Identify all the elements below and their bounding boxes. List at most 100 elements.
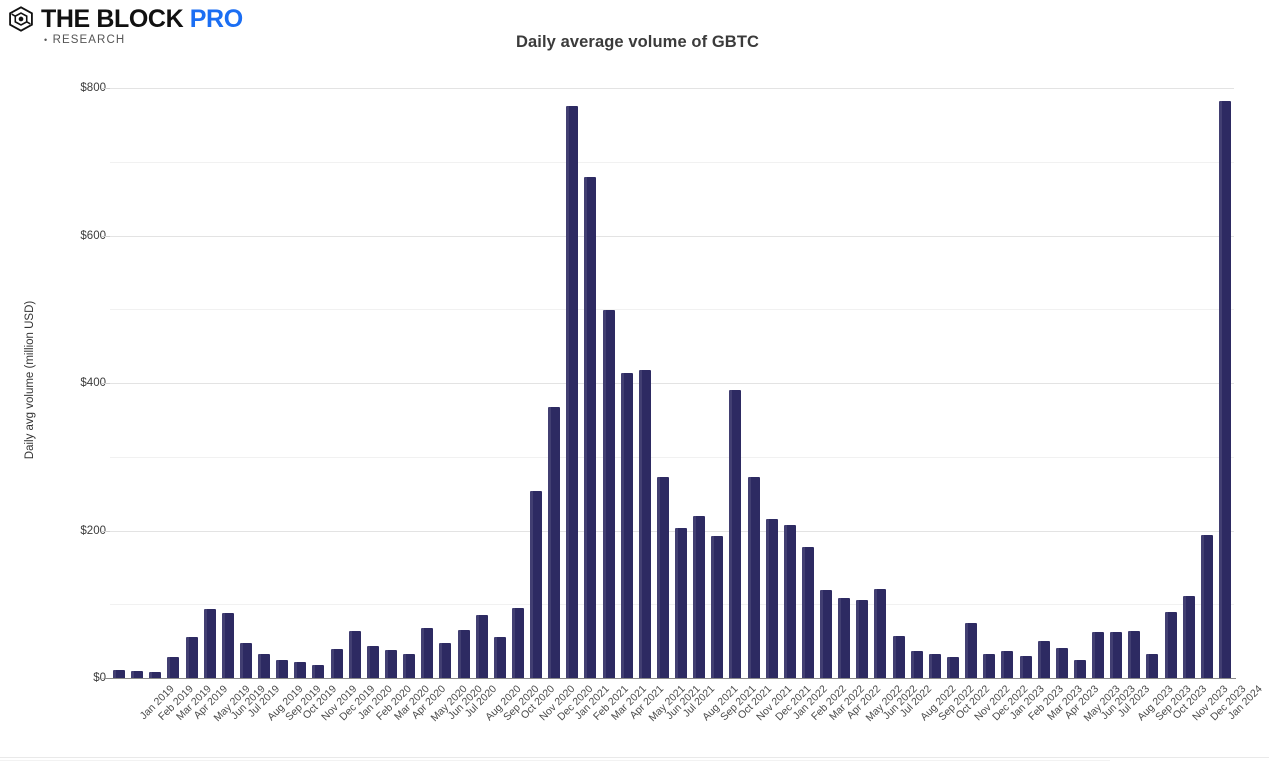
bar[interactable]: [366, 645, 379, 679]
bar[interactable]: [493, 637, 506, 678]
bar[interactable]: [221, 613, 234, 678]
bar-column[interactable]: [908, 88, 926, 679]
bar[interactable]: [530, 491, 543, 678]
bar-column[interactable]: [1180, 88, 1198, 678]
bar[interactable]: [965, 623, 978, 678]
bar-column[interactable]: [980, 88, 998, 679]
bar-column[interactable]: [563, 88, 581, 679]
bar-column[interactable]: [219, 88, 237, 678]
bar[interactable]: [801, 546, 814, 679]
bar-column[interactable]: [491, 88, 509, 678]
bar-column[interactable]: [1016, 88, 1034, 679]
bar-column[interactable]: [853, 88, 871, 679]
bar[interactable]: [1218, 100, 1231, 679]
bar[interactable]: [1110, 632, 1123, 678]
bar-column[interactable]: [237, 88, 255, 679]
bar-column[interactable]: [183, 88, 201, 678]
bar-column[interactable]: [436, 88, 454, 679]
bar[interactable]: [403, 653, 416, 679]
bar-column[interactable]: [382, 88, 400, 679]
bar-column[interactable]: [346, 88, 364, 679]
bar[interactable]: [421, 627, 434, 679]
bar-column[interactable]: [654, 88, 672, 678]
bar[interactable]: [729, 389, 742, 679]
bar[interactable]: [620, 373, 633, 678]
bar-column[interactable]: [509, 88, 527, 679]
bar[interactable]: [820, 589, 833, 678]
bar-column[interactable]: [1107, 88, 1125, 678]
bar-column[interactable]: [599, 88, 617, 678]
bar[interactable]: [747, 477, 760, 678]
bar[interactable]: [638, 369, 651, 679]
bar-column[interactable]: [1035, 88, 1053, 678]
bar-column[interactable]: [364, 88, 382, 679]
bar[interactable]: [330, 649, 343, 678]
bar[interactable]: [892, 635, 905, 679]
bar[interactable]: [475, 614, 488, 679]
bar-column[interactable]: [309, 88, 327, 679]
bar[interactable]: [258, 653, 271, 679]
bar[interactable]: [511, 607, 524, 679]
bar-column[interactable]: [527, 88, 545, 678]
bar[interactable]: [874, 588, 887, 679]
bar-column[interactable]: [454, 88, 472, 678]
bar[interactable]: [113, 669, 126, 679]
bar-column[interactable]: [781, 88, 799, 679]
bar[interactable]: [910, 650, 923, 679]
bar-column[interactable]: [291, 88, 309, 679]
bar[interactable]: [1073, 660, 1086, 678]
bar[interactable]: [711, 536, 724, 678]
bar-column[interactable]: [944, 88, 962, 679]
bar[interactable]: [656, 477, 669, 678]
bar[interactable]: [983, 653, 996, 679]
bar-column[interactable]: [618, 88, 636, 678]
bar-column[interactable]: [1089, 88, 1107, 679]
bar-column[interactable]: [926, 88, 944, 678]
bar[interactable]: [1055, 647, 1068, 679]
bar[interactable]: [239, 642, 252, 679]
bar-column[interactable]: [1071, 88, 1089, 678]
bar[interactable]: [348, 630, 361, 679]
bar[interactable]: [1128, 630, 1141, 679]
bar[interactable]: [1092, 631, 1105, 679]
bar-column[interactable]: [672, 88, 690, 679]
bar[interactable]: [928, 654, 941, 678]
bar-column[interactable]: [1143, 88, 1161, 678]
bar-column[interactable]: [164, 88, 182, 678]
bar-column[interactable]: [545, 88, 563, 678]
bar-column[interactable]: [1198, 88, 1216, 679]
bar[interactable]: [602, 310, 615, 678]
bar[interactable]: [384, 649, 397, 679]
bar[interactable]: [149, 672, 162, 678]
bar-column[interactable]: [1053, 88, 1071, 679]
bar-column[interactable]: [328, 88, 346, 678]
bar-column[interactable]: [1161, 88, 1179, 678]
bar-column[interactable]: [745, 88, 763, 678]
bar[interactable]: [167, 657, 180, 678]
bar-column[interactable]: [418, 88, 436, 679]
bar-column[interactable]: [128, 88, 146, 679]
bar[interactable]: [1146, 654, 1159, 678]
bar[interactable]: [439, 642, 452, 679]
bar-column[interactable]: [708, 88, 726, 678]
bar-column[interactable]: [1125, 88, 1143, 679]
bar[interactable]: [838, 598, 851, 678]
bar-column[interactable]: [962, 88, 980, 678]
bar[interactable]: [312, 664, 325, 679]
bar-column[interactable]: [110, 88, 128, 679]
bar[interactable]: [1200, 534, 1213, 679]
bar-column[interactable]: [636, 88, 654, 679]
bar[interactable]: [1182, 596, 1195, 678]
bar-column[interactable]: [690, 88, 708, 679]
bar[interactable]: [946, 656, 959, 679]
bar[interactable]: [203, 609, 216, 678]
bar[interactable]: [1001, 650, 1014, 679]
bar-column[interactable]: [581, 88, 599, 678]
bar[interactable]: [675, 527, 688, 679]
bar[interactable]: [856, 599, 869, 679]
bar[interactable]: [294, 661, 307, 679]
bar[interactable]: [765, 518, 778, 679]
bar[interactable]: [584, 177, 597, 678]
bar-column[interactable]: [998, 88, 1016, 679]
bar[interactable]: [566, 105, 579, 679]
